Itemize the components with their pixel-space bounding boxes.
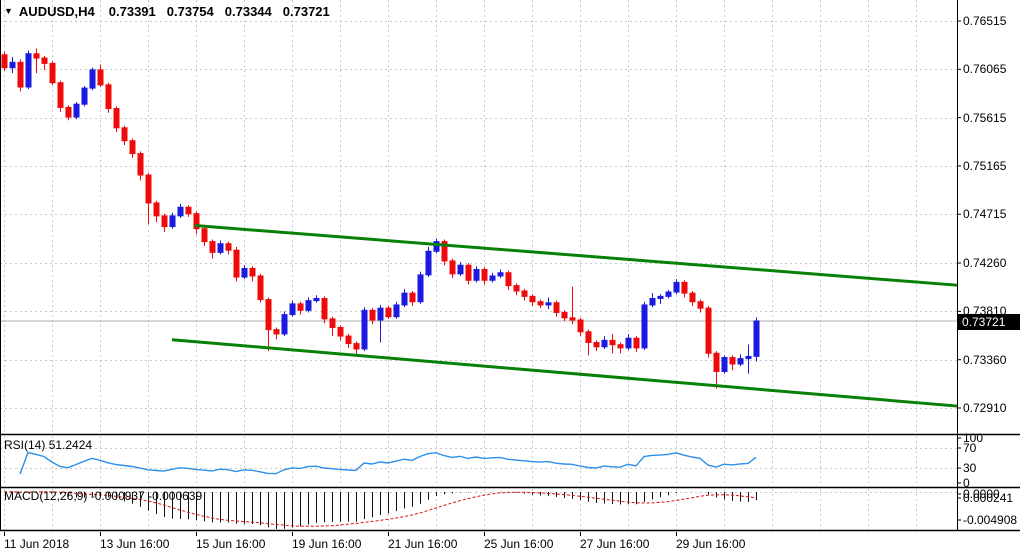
macd-histogram: [12, 491, 757, 529]
rsi-axis-label: 0: [963, 476, 970, 490]
rsi-axis-label: 30: [963, 461, 977, 475]
price-axis-label: 0.75165: [963, 158, 1007, 173]
quote-low: 0.73344: [224, 4, 272, 19]
quote-open: 0.73391: [108, 4, 156, 19]
rsi-axis-label: 70: [963, 441, 977, 455]
time-axis-label: 21 Jun 16:00: [388, 537, 458, 551]
macd-name: MACD(12,26,9): [4, 489, 88, 503]
rsi-value: 51.2424: [48, 438, 93, 452]
time-axis-label: 29 Jun 16:00: [676, 537, 746, 551]
symbol-period-label: AUDUSD,H4: [18, 4, 95, 19]
rsi-axis-label: 100: [963, 431, 984, 445]
macd-indicator-label: MACD(12,26,9) -0.000937 -0.000639: [4, 489, 202, 503]
time-axis-label: 25 Jun 16:00: [484, 537, 554, 551]
rsi-line: [19, 451, 757, 475]
panel-borders: [0, 0, 1020, 532]
time-axis-label: 19 Jun 16:00: [292, 537, 362, 551]
descending-channel-upper[interactable]: [194, 224, 958, 287]
macd-signal-line: [3, 491, 757, 527]
macd-main-value: -0.000937: [90, 489, 145, 503]
price-axis-label: 0.73360: [963, 352, 1007, 367]
macd-axis-label: -0.004908: [963, 513, 1018, 527]
quote-high: 0.73754: [166, 4, 214, 19]
symbol-dropdown-arrow[interactable]: ▼: [4, 6, 13, 16]
grid-lines: [0, 0, 957, 530]
candles: [1, 48, 760, 389]
price-axis-label: 0.76515: [963, 14, 1007, 28]
rsi-name: RSI(14): [4, 438, 46, 452]
rsi-indicator-label: RSI(14) 51.2424: [4, 438, 92, 452]
quote-close: 0.73721: [282, 4, 330, 19]
descending-channel-lower[interactable]: [171, 338, 958, 408]
current-price-box: 0.73721: [958, 314, 1020, 330]
time-axis-label: 13 Jun 16:00: [100, 537, 170, 551]
axis-ticks: [4, 20, 961, 536]
time-axis-label: 27 Jun 16:00: [580, 537, 650, 551]
price-axis-label: 0.72910: [963, 401, 1007, 415]
chart-title: ▼ AUDUSD,H4 0.73391 0.73754 0.73344 0.73…: [4, 4, 341, 19]
macd-signal-value: -0.000639: [148, 489, 203, 503]
price-axis-label: 0.74715: [963, 207, 1007, 222]
macd-axis-label: 0.000241: [963, 491, 1014, 505]
time-axis-label: 11 Jun 2018: [4, 537, 70, 551]
macd-axis-label: 0.0000: [963, 487, 1000, 501]
price-axis-label: 0.74260: [963, 256, 1007, 271]
price-axis-label: 0.75615: [963, 110, 1007, 125]
price-axis-label: 0.76065: [963, 62, 1007, 77]
time-axis-label: 15 Jun 16:00: [196, 537, 266, 551]
